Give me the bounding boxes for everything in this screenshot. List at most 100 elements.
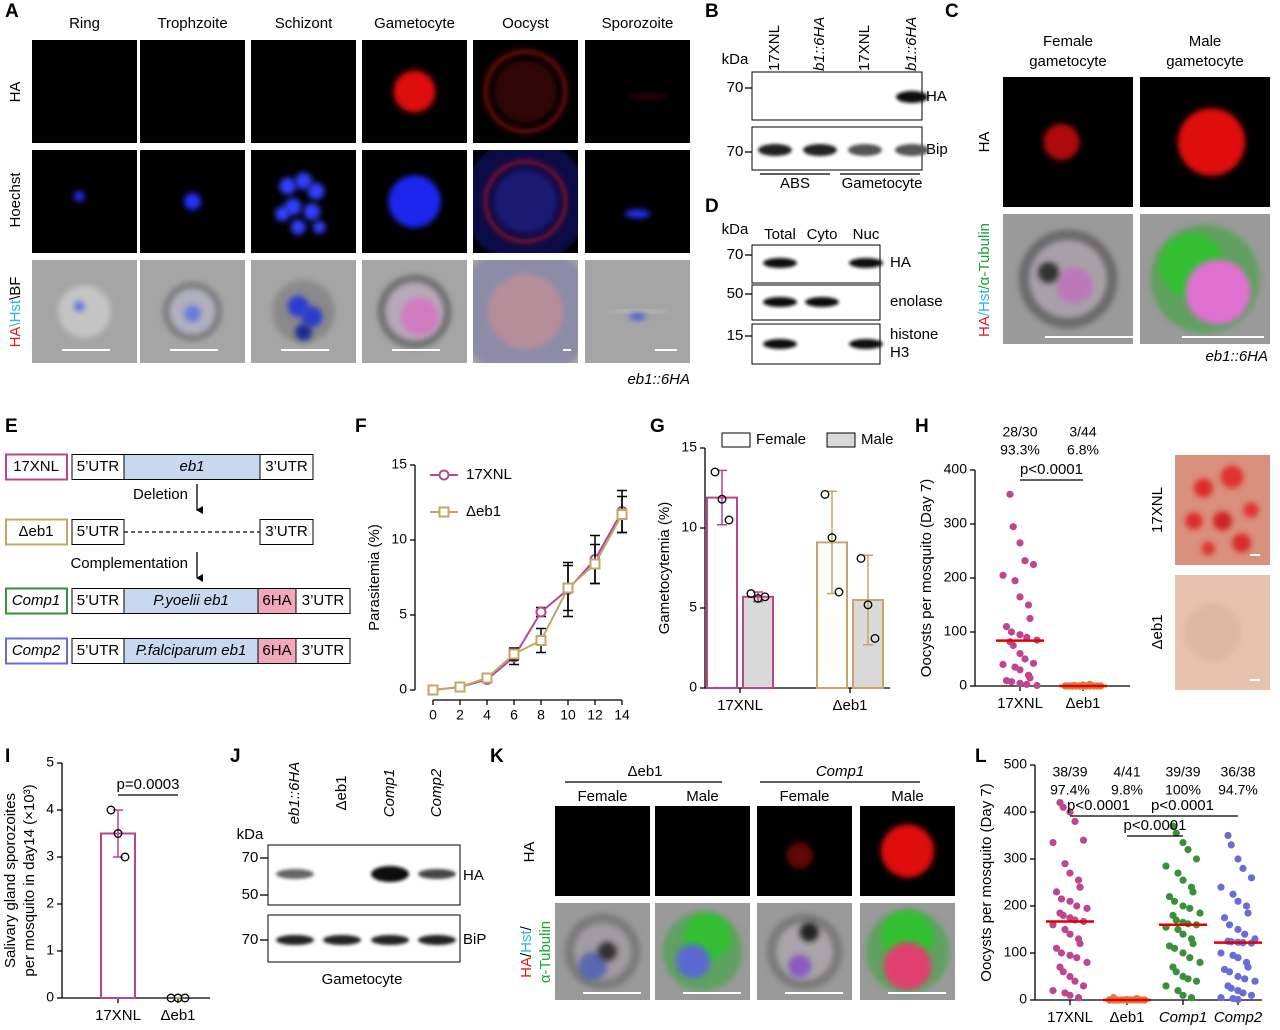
- y-tick-label: 10: [391, 531, 407, 547]
- bar: [100, 832, 136, 999]
- data-point: [1184, 846, 1192, 854]
- image-bg: [655, 806, 750, 896]
- data-point: [1011, 577, 1019, 585]
- micrograph: [473, 260, 578, 363]
- data-point: [1074, 876, 1083, 884]
- cell: [312, 220, 326, 234]
- lane-label: eb1::6HA: [811, 17, 828, 80]
- data-point: [999, 571, 1007, 579]
- construct-segment: [295, 588, 351, 614]
- row-label: HA: [7, 82, 24, 103]
- data-point: [1066, 951, 1074, 959]
- cell: [1194, 478, 1213, 498]
- group-label: ABS: [780, 175, 810, 192]
- cell: [786, 842, 814, 869]
- data-point: [1026, 614, 1034, 623]
- step-label: Deletion: [133, 486, 188, 503]
- strain-box: [5, 518, 68, 546]
- data-point: [1162, 862, 1170, 870]
- data-point: [1179, 876, 1187, 884]
- segment-label: 3’UTR: [302, 642, 345, 659]
- y-tick-label: 3: [46, 848, 54, 864]
- blot-label: BiP: [463, 931, 486, 948]
- micrograph: [655, 903, 750, 1000]
- x-tick-label: 12: [587, 707, 603, 723]
- blot-label: HA: [890, 254, 911, 271]
- data-point: [1052, 888, 1061, 896]
- x-tick-label: 17XNL: [717, 697, 763, 714]
- data-point: [1079, 836, 1088, 844]
- band: [803, 144, 837, 156]
- lane-label: Δeb1: [333, 775, 350, 810]
- data-point: [1174, 987, 1182, 995]
- x-tick-label: 17XNL: [1047, 1009, 1093, 1026]
- data-point: [1016, 666, 1024, 674]
- x-tick-label: 2: [456, 707, 464, 723]
- data-point: [1241, 930, 1249, 938]
- cell: [675, 944, 711, 979]
- kda-marker: 70: [242, 849, 259, 866]
- strain-label: 17XNL: [13, 458, 59, 475]
- image-bg: [585, 40, 690, 143]
- x-tick-label: Comp1: [1159, 1009, 1207, 1026]
- data-point: [999, 660, 1007, 669]
- data-point: [1174, 869, 1182, 877]
- column-title: gametocyte: [1029, 53, 1107, 70]
- blot-label: enolase: [890, 293, 943, 310]
- cell: [1220, 465, 1244, 489]
- cell: [279, 177, 297, 195]
- cell: [1185, 512, 1203, 530]
- segment-label: 5’UTR: [77, 592, 120, 609]
- data-point: [1179, 949, 1187, 957]
- annotation: 36/38: [1220, 764, 1255, 780]
- annotation: 97.4%: [1050, 782, 1090, 798]
- image-bg: [251, 150, 356, 253]
- bar: [742, 595, 774, 689]
- data-point: [1066, 972, 1074, 981]
- y-tick-label: 15: [391, 456, 407, 472]
- panel-label: D: [705, 196, 719, 217]
- x-tick-label: 8: [537, 707, 545, 723]
- p-value: p<0.0001: [1067, 797, 1130, 814]
- data-point: [120, 852, 130, 862]
- micrograph: [140, 40, 245, 143]
- kda-marker: 70: [242, 931, 259, 948]
- annotation: 93.3%: [1000, 442, 1040, 458]
- data-point: [1033, 681, 1041, 690]
- segment-label: 6HA: [262, 642, 291, 659]
- data-point: [1179, 991, 1187, 999]
- image-label: 17XNL: [1149, 487, 1166, 533]
- segment-label: P.yoelii eb1: [153, 592, 229, 609]
- series-line: [432, 514, 623, 691]
- p-value: p<0.0001: [1124, 817, 1187, 834]
- cell: [1038, 262, 1059, 283]
- annotation: 4/41: [1113, 764, 1140, 780]
- kda-marker: 50: [242, 886, 259, 903]
- legend-marker: [438, 506, 450, 518]
- image-content: [1185, 465, 1259, 556]
- y-tick-label: 100: [1004, 944, 1028, 960]
- data-point: [1196, 909, 1204, 917]
- micrograph: [585, 260, 690, 363]
- cell: [301, 306, 323, 328]
- data-point: [1006, 490, 1014, 498]
- data-point: [1071, 977, 1079, 985]
- column-title: Male: [1189, 33, 1222, 50]
- panel-label: L: [975, 746, 987, 767]
- data-point: [1217, 994, 1225, 1002]
- band: [849, 258, 883, 268]
- data-point: [1016, 593, 1024, 601]
- data-point: [427, 684, 439, 696]
- cell: [1185, 259, 1251, 325]
- blot-label: HA: [463, 867, 484, 884]
- image-bg: [32, 150, 137, 253]
- construct-segment: [259, 519, 314, 545]
- y-tick-label: 5: [46, 754, 54, 770]
- cell: [597, 942, 617, 961]
- row-label: HA: [521, 842, 538, 863]
- cell: [624, 209, 651, 219]
- cell: [1056, 267, 1093, 304]
- x-tick-label: Δeb1: [160, 1007, 195, 1024]
- lane-label: Cyto: [807, 226, 838, 243]
- micrograph: [860, 903, 955, 1000]
